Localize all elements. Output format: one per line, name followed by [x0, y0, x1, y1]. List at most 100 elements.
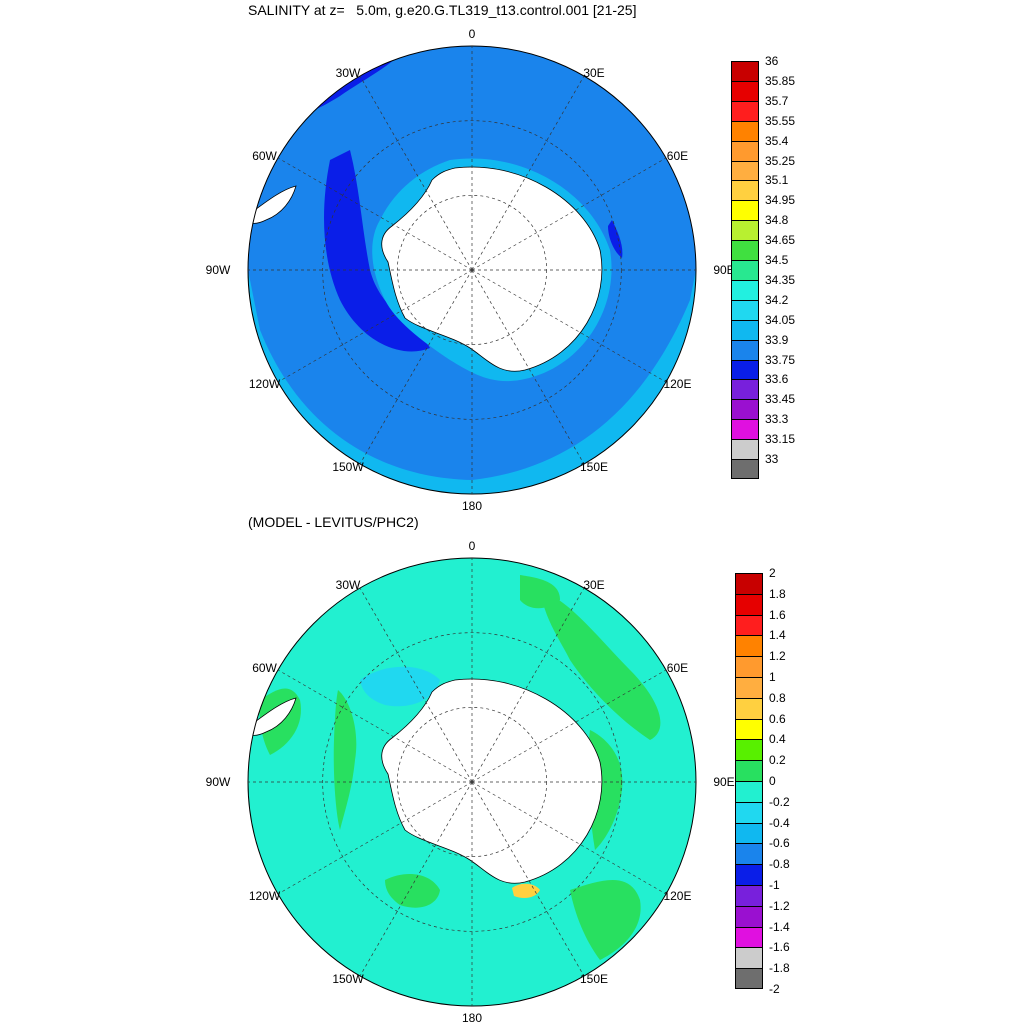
colorbar-swatch [735, 573, 763, 594]
colorbar-swatch [731, 61, 759, 81]
lon-label: 60W [252, 661, 277, 675]
lon-label: 60W [252, 149, 277, 163]
colorbar-level-label: 35.25 [765, 153, 796, 168]
colorbar-level-label: 0 [769, 774, 776, 788]
colorbar-swatch [731, 220, 759, 241]
colorbar-swatch [735, 697, 763, 719]
lon-label: 150W [332, 972, 364, 987]
colorbar-swatch [731, 260, 759, 280]
colorbar-level-label: 35.85 [765, 73, 796, 88]
colorbar-level-label: 33.45 [765, 392, 796, 407]
colorbar-level-label: 1.6 [769, 607, 786, 622]
salinity-east-pocket [608, 220, 623, 258]
difference-patch-ross [570, 880, 641, 960]
meridian-line [277, 781, 473, 895]
colorbar-swatch [731, 80, 759, 101]
latitude-circle [322, 120, 622, 420]
meridian-line [471, 781, 667, 895]
meridian-line [471, 587, 585, 783]
colorbar-level-label: 0.4 [769, 732, 786, 747]
colorbar-swatch [735, 656, 763, 677]
colorbar-level-label: 34.2 [765, 292, 789, 307]
antarctica-bottom [381, 678, 603, 884]
antarctica-top [381, 166, 603, 372]
meridian-line [277, 669, 473, 783]
colorbar-swatch [735, 635, 763, 657]
colorbar-swatch [731, 279, 759, 300]
latitude-circle [322, 632, 622, 932]
colorbar-level-label: 1.8 [769, 586, 786, 601]
colorbar-level-label: -1.4 [769, 919, 790, 934]
colorbar-level-label: 35.55 [765, 113, 796, 128]
lon-label: 0 [468, 27, 476, 41]
meridian-line [359, 587, 473, 783]
salinity-graticule [248, 46, 696, 494]
colorbar-swatch [735, 926, 763, 948]
meridian-line [471, 669, 667, 783]
colorbar-level-label: 36 [765, 54, 779, 68]
colorbar-level-label: 33 [765, 452, 779, 467]
colorbar-swatch [731, 459, 759, 479]
colorbar-level-label: 35.1 [765, 173, 789, 188]
colorbar-swatch [735, 593, 763, 615]
lon-label: 120E [663, 889, 692, 903]
colorbar-swatch [731, 419, 759, 440]
salinity-low-tongue [324, 150, 430, 352]
colorbar-level-label: 35.4 [765, 133, 789, 148]
colorbar-level-label: 1.2 [769, 649, 786, 664]
difference-colorbar: 2 1.8 1.6 1.4 1.2 1 0.8 0.6 0.4 0.2 0 -0.2 -0.4 -0.6 -… [735, 566, 835, 996]
colorbar-swatch [735, 718, 763, 740]
colorbar-level-label: 34.95 [765, 193, 796, 208]
colorbar-swatch [735, 760, 763, 781]
colorbar-swatch [735, 781, 763, 802]
colorbar-swatch [735, 614, 763, 636]
colorbar-level-label: -0.6 [769, 836, 790, 851]
lon-label: 90W [205, 775, 231, 789]
lon-label: 90E [713, 775, 735, 789]
difference-graticule [248, 558, 696, 1006]
colorbar-level-label: -0.8 [769, 857, 790, 872]
colorbar-swatch [735, 947, 763, 969]
meridian-line [471, 157, 667, 271]
colorbar-level-label: -0.2 [769, 794, 790, 809]
colorbar-level-label: 33.6 [765, 372, 789, 387]
lon-label: 30E [583, 65, 605, 80]
colorbar-level-label: -1 [769, 878, 780, 892]
bottom-panel-title: (MODEL - LEVITUS/PHC2) [248, 514, 419, 530]
colorbar-level-label: 33.9 [765, 332, 789, 347]
colorbar-level-label: 0.6 [769, 711, 786, 726]
colorbar-swatch [735, 843, 763, 865]
colorbar-swatch [731, 399, 759, 420]
colorbar-level-label: -0.4 [769, 815, 790, 830]
lon-label: 30E [583, 577, 605, 592]
colorbar-level-label: 34.5 [765, 253, 789, 268]
lon-label: 150E [579, 460, 609, 475]
colorbar-swatch [731, 160, 759, 181]
meridian-line [471, 269, 667, 383]
salinity-colorbar: 36 35.85 35.7 35.55 35.4 35.25 35.1 34.95 34.8 34… [731, 54, 831, 479]
colorbar-level-label: 33.3 [765, 412, 789, 427]
lon-label: 60E [666, 149, 689, 163]
colorbar-swatch [731, 439, 759, 460]
meridian-line [471, 269, 585, 465]
colorbar-level-label: 0.2 [769, 753, 786, 768]
lon-label: 90W [205, 263, 231, 277]
colorbar-swatch [735, 677, 763, 698]
difference-patch-east [540, 590, 661, 740]
colorbar-swatch [735, 968, 763, 989]
colorbar-level-label: 2 [769, 566, 776, 580]
top-panel-title: SALINITY at z= 5.0m, g.e20.G.TL319_t13.c… [248, 2, 637, 18]
colorbar-level-label: 33.75 [765, 352, 796, 367]
colorbar-level-label: 1 [769, 670, 776, 684]
colorbar-level-label: 1.4 [769, 628, 786, 643]
colorbar-level-label: -2 [769, 982, 780, 996]
lon-label: 180 [461, 1011, 483, 1025]
difference-patch-amundsen [385, 874, 440, 908]
colorbar-swatch [731, 200, 759, 221]
lon-label: 120W [248, 377, 281, 391]
colorbar-swatch [735, 801, 763, 823]
colorbar-swatch [731, 299, 759, 320]
colorbar-level-label: 34.8 [765, 213, 789, 228]
south-america-tip-top [248, 185, 297, 224]
